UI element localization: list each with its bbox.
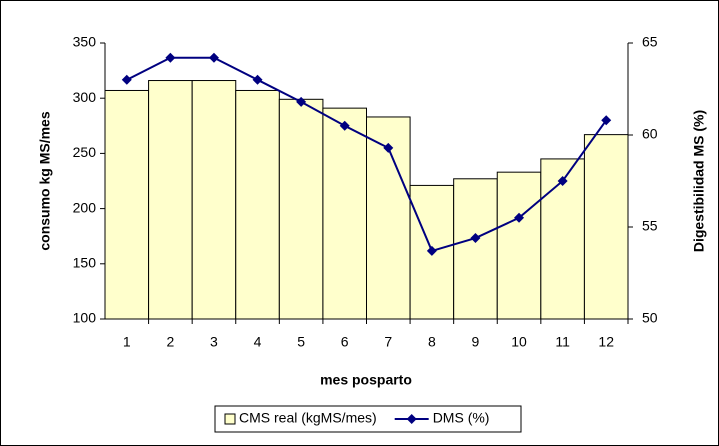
legend-label: CMS real (kgMS/mes) (239, 410, 377, 426)
bar (496, 171, 542, 320)
bar (322, 107, 367, 320)
x-tick-label: 9 (472, 334, 480, 350)
x-tick-label: 2 (166, 334, 174, 350)
legend-marker (406, 414, 417, 424)
y-tick-label: 250 (73, 144, 97, 160)
x-tick-label: 10 (511, 334, 527, 350)
line-marker (470, 233, 481, 244)
y2-tick-label: 65 (642, 34, 658, 50)
x-tick-label: 12 (598, 334, 614, 350)
line-marker (601, 115, 612, 126)
line-series (126, 56, 608, 253)
y2-tick-label: 55 (642, 218, 658, 234)
bar (583, 134, 629, 320)
y-tick-label: 350 (73, 34, 97, 50)
x-tick-label: 5 (297, 334, 305, 350)
x-tick-label: 6 (341, 334, 349, 350)
x-axis-label: mes posparto (320, 372, 412, 388)
bar (278, 98, 324, 320)
bar (453, 178, 498, 320)
line-marker (121, 74, 132, 85)
line-marker (252, 74, 263, 85)
line-marker (165, 52, 176, 63)
line-marker (339, 120, 350, 131)
line-marker (296, 96, 307, 107)
y2-axis-label: Digestibilidad MS (%) (691, 110, 707, 252)
y2-tick-label: 50 (642, 310, 658, 326)
x-tick-label: 7 (384, 334, 392, 350)
legend-swatch (224, 413, 236, 425)
line-marker (383, 142, 394, 153)
line-marker (514, 212, 525, 223)
x-tick-label: 3 (210, 334, 218, 350)
bar (235, 89, 280, 320)
line-marker (426, 245, 437, 256)
y2-tick-label: 60 (642, 126, 658, 142)
y-tick-label: 200 (73, 199, 97, 215)
bar (104, 89, 150, 320)
y-tick-label: 300 (73, 89, 97, 105)
x-tick-label: 1 (123, 334, 131, 350)
x-tick-label: 8 (428, 334, 436, 350)
y-axis-label: consumo kg MS/mes (37, 111, 53, 250)
y-tick-label: 150 (73, 255, 97, 271)
legend-box (214, 405, 522, 433)
x-tick-label: 11 (555, 334, 570, 350)
legend-label: DMS (%) (433, 410, 490, 426)
bar (191, 80, 237, 320)
bar (148, 80, 193, 320)
y-tick-label: 100 (73, 310, 97, 326)
line-marker (557, 176, 568, 186)
line-marker (208, 52, 219, 63)
x-tick-label: 4 (254, 334, 262, 350)
